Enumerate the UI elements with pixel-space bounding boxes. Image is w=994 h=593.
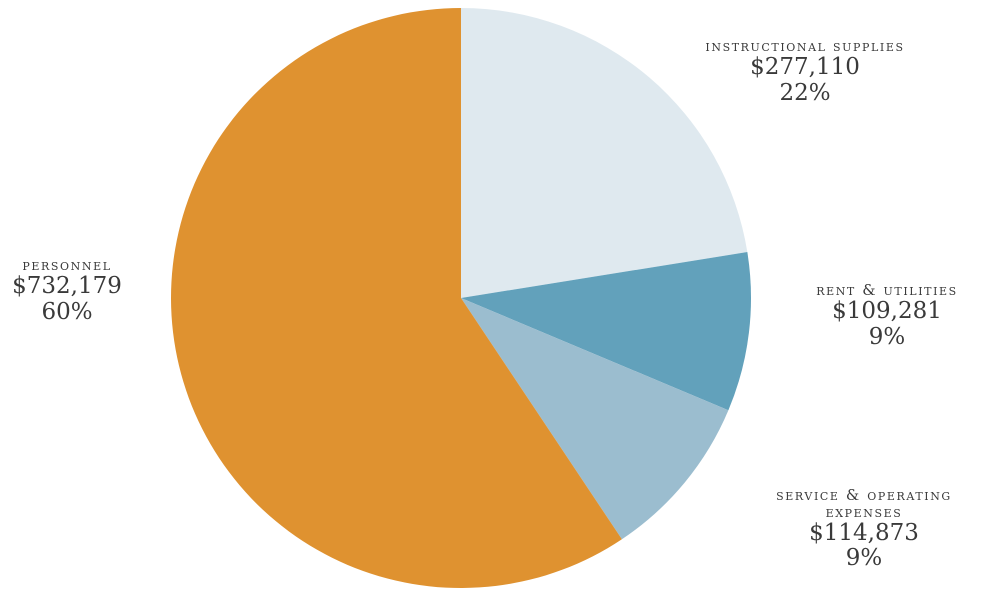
label-percent: 60% xyxy=(41,298,93,325)
pie-slice-1 xyxy=(461,252,751,411)
pie-slice-2 xyxy=(461,298,729,540)
label-category: instructional supplies xyxy=(705,37,905,55)
label-category: service & operating xyxy=(776,486,952,504)
label-instructional-supplies: instructional supplies $277,110 22% xyxy=(705,38,904,106)
pie-slices xyxy=(171,8,751,588)
label-amount: $109,281 xyxy=(832,297,942,324)
label-service-operating-expenses: service & operating expenses $114,873 9% xyxy=(776,487,952,572)
label-percent: 9% xyxy=(845,545,883,572)
label-category-line-2: expenses xyxy=(825,502,903,521)
label-category: rent & utilities xyxy=(816,281,958,299)
label-percent: 22% xyxy=(779,79,831,106)
label-percent: 9% xyxy=(868,323,906,350)
pie-slice-0 xyxy=(461,8,748,298)
label-amount: $114,873 xyxy=(809,519,919,546)
label-category: personnel xyxy=(22,256,112,274)
label-rent-utilities: rent & utilities $109,281 9% xyxy=(816,282,958,350)
label-amount: $277,110 xyxy=(750,53,860,80)
label-personnel: personnel $732,179 60% xyxy=(12,257,122,325)
pie-slice-3 xyxy=(171,8,622,588)
label-amount: $732,179 xyxy=(12,272,122,299)
